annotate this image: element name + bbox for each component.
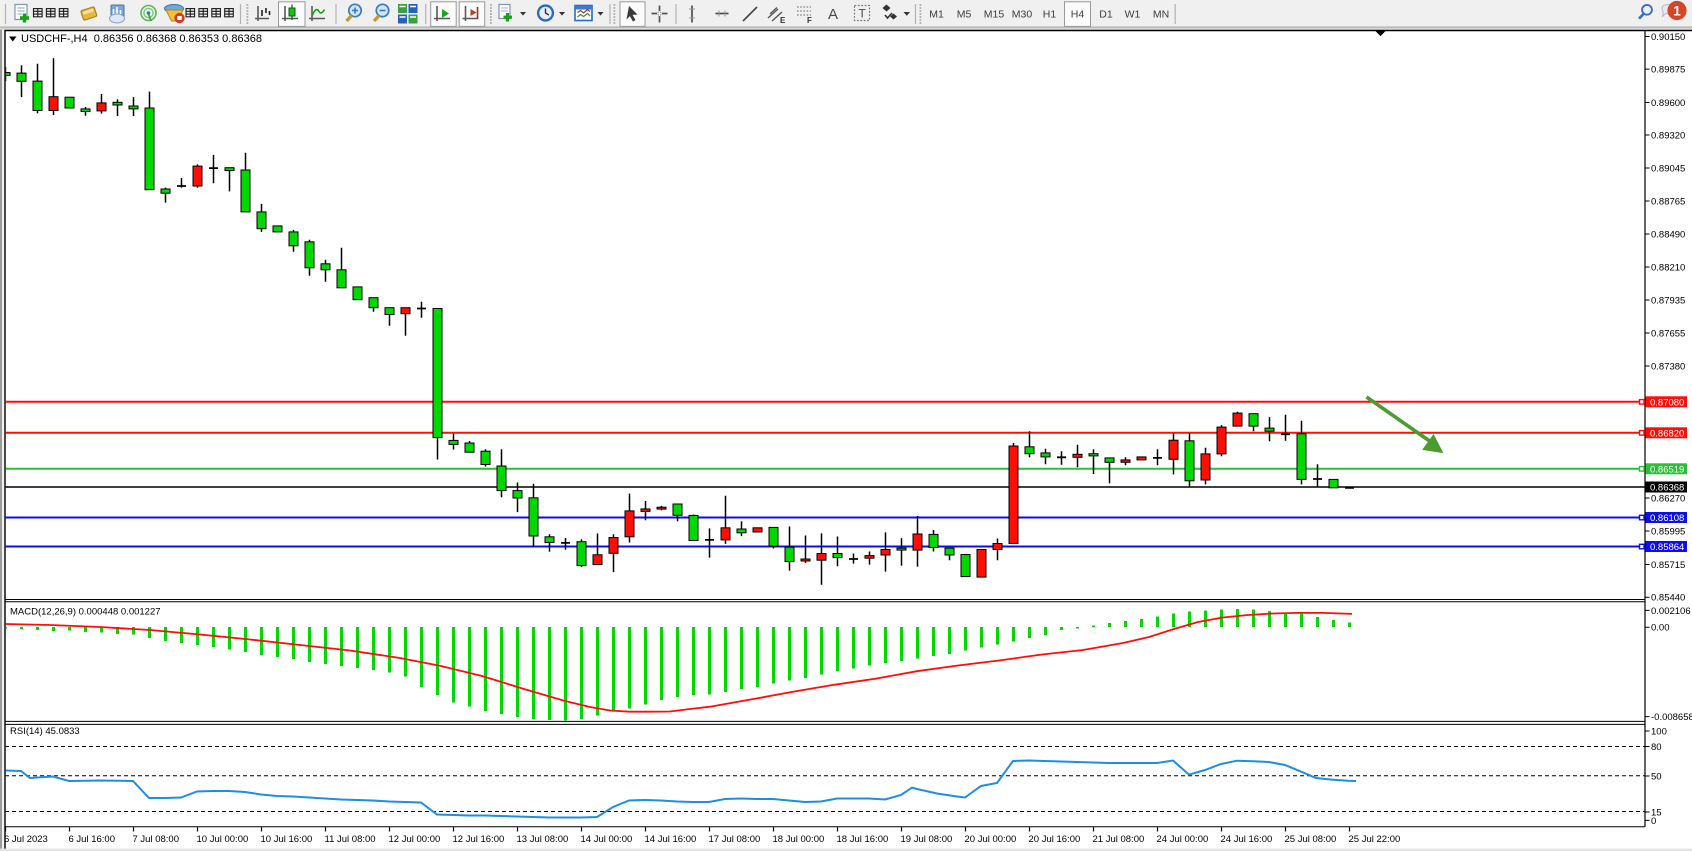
svg-text:F: F — [807, 16, 812, 25]
svg-text:10 Jul 00:00: 10 Jul 00:00 — [197, 834, 249, 845]
svg-text:0.85715: 0.85715 — [1651, 560, 1685, 571]
svg-text:0.87935: 0.87935 — [1651, 295, 1685, 306]
svg-text:0.89320: 0.89320 — [1651, 130, 1685, 141]
svg-text:D1: D1 — [1099, 9, 1113, 21]
svg-text:M5: M5 — [957, 9, 972, 21]
svg-text:0.88765: 0.88765 — [1651, 196, 1685, 207]
svg-text:0.89875: 0.89875 — [1651, 65, 1685, 76]
svg-text:0: 0 — [1651, 816, 1656, 827]
svg-text:MN: MN — [1153, 9, 1169, 21]
svg-text:-0.008658: -0.008658 — [1651, 712, 1692, 723]
svg-text:H1: H1 — [1043, 9, 1057, 21]
svg-text:0.85864: 0.85864 — [1650, 542, 1684, 553]
svg-text:H4: H4 — [1071, 9, 1085, 21]
svg-text:0.87655: 0.87655 — [1651, 328, 1685, 339]
svg-text:18 Jul 00:00: 18 Jul 00:00 — [773, 834, 825, 845]
svg-text:25 Jul 08:00: 25 Jul 08:00 — [1285, 834, 1337, 845]
svg-text:0.88210: 0.88210 — [1651, 262, 1685, 273]
svg-text:1: 1 — [1673, 3, 1681, 18]
svg-text:0.88490: 0.88490 — [1651, 229, 1685, 240]
svg-text:80: 80 — [1651, 742, 1662, 753]
svg-text:11 Jul 08:00: 11 Jul 08:00 — [325, 834, 376, 845]
svg-text:0.86820: 0.86820 — [1650, 428, 1684, 439]
svg-text:0.85995: 0.85995 — [1651, 526, 1685, 537]
svg-text:15: 15 — [1651, 807, 1662, 818]
svg-text:W1: W1 — [1125, 9, 1141, 21]
svg-text:24 Jul 00:00: 24 Jul 00:00 — [1157, 834, 1209, 845]
svg-text:20 Jul 16:00: 20 Jul 16:00 — [1029, 834, 1081, 845]
svg-text:12 Jul 00:00: 12 Jul 00:00 — [389, 834, 441, 845]
svg-text:7 Jul 08:00: 7 Jul 08:00 — [133, 834, 179, 845]
svg-text:19 Jul 08:00: 19 Jul 08:00 — [901, 834, 953, 845]
svg-text:12 Jul 16:00: 12 Jul 16:00 — [453, 834, 505, 845]
svg-text:A: A — [828, 6, 838, 23]
svg-text:20 Jul 00:00: 20 Jul 00:00 — [965, 834, 1017, 845]
svg-text:50: 50 — [1651, 771, 1662, 782]
svg-text:M15: M15 — [984, 9, 1005, 21]
svg-text:0.87080: 0.87080 — [1650, 397, 1684, 408]
svg-text:0.89600: 0.89600 — [1651, 98, 1685, 109]
svg-text:18 Jul 16:00: 18 Jul 16:00 — [837, 834, 889, 845]
svg-text:T: T — [859, 7, 867, 21]
svg-text:21 Jul 08:00: 21 Jul 08:00 — [1093, 834, 1145, 845]
svg-text:0.00: 0.00 — [1651, 623, 1670, 634]
svg-text:25 Jul 22:00: 25 Jul 22:00 — [1349, 834, 1401, 845]
svg-text:0.86270: 0.86270 — [1651, 493, 1685, 504]
svg-text:0.86368: 0.86368 — [1650, 483, 1684, 494]
svg-text:RSI(14) 45.0833: RSI(14) 45.0833 — [10, 726, 80, 737]
svg-text:0.85440: 0.85440 — [1651, 593, 1685, 604]
svg-text:17 Jul 08:00: 17 Jul 08:00 — [709, 834, 761, 845]
svg-text:0.87380: 0.87380 — [1651, 361, 1685, 372]
svg-text:0.90150: 0.90150 — [1651, 32, 1685, 43]
svg-text:M30: M30 — [1012, 9, 1033, 21]
svg-text:14 Jul 00:00: 14 Jul 00:00 — [581, 834, 633, 845]
svg-text:10 Jul 16:00: 10 Jul 16:00 — [261, 834, 313, 845]
svg-text:100: 100 — [1651, 726, 1667, 737]
svg-text:M1: M1 — [929, 9, 944, 21]
svg-text:0.002106: 0.002106 — [1651, 606, 1691, 617]
svg-text:0.86519: 0.86519 — [1650, 464, 1684, 475]
svg-text:6 Jul 2023: 6 Jul 2023 — [4, 834, 48, 845]
svg-text:24 Jul 16:00: 24 Jul 16:00 — [1221, 834, 1273, 845]
svg-text:E: E — [780, 16, 786, 25]
svg-text:USDCHF-,H4 0.86356 0.86368 0.: USDCHF-,H4 0.86356 0.86368 0.86353 0.863… — [21, 33, 262, 45]
svg-text:0.89045: 0.89045 — [1651, 163, 1685, 174]
svg-text:0.86108: 0.86108 — [1650, 513, 1684, 524]
svg-text:MACD(12,26,9) 0.000448 0.00122: MACD(12,26,9) 0.000448 0.001227 — [10, 607, 161, 618]
svg-text:13 Jul 08:00: 13 Jul 08:00 — [517, 834, 569, 845]
svg-text:14 Jul 16:00: 14 Jul 16:00 — [645, 834, 697, 845]
svg-text:6 Jul 16:00: 6 Jul 16:00 — [69, 834, 115, 845]
